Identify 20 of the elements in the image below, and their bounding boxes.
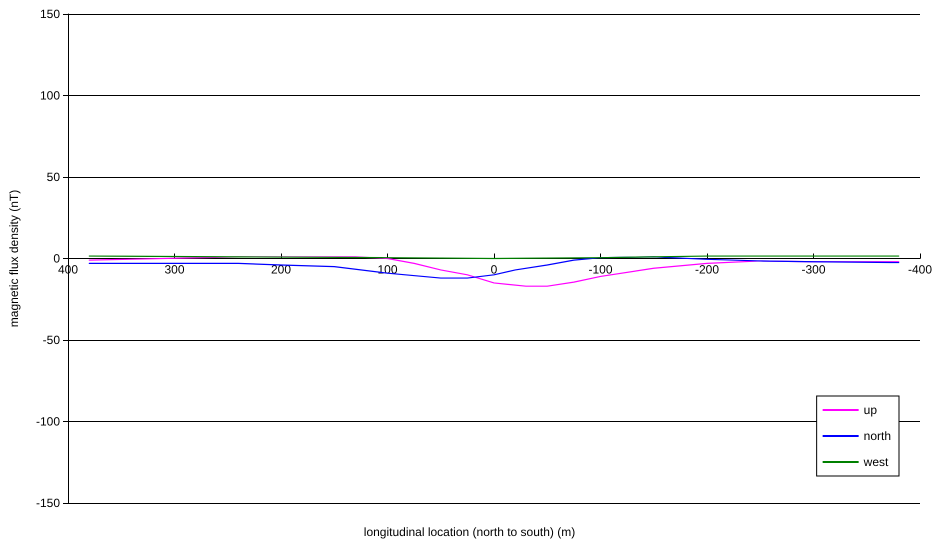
x-tick-label: -100 — [588, 262, 613, 276]
line-series — [88, 256, 900, 279]
x-axis-title: longitudinal location (north to south) (m) — [364, 525, 576, 539]
y-tick-label: 150 — [40, 7, 60, 21]
y-axis-title: magnetic flux density (nT) — [7, 190, 21, 328]
x-tick-label: -400 — [908, 262, 932, 276]
y-tick-label: 50 — [46, 170, 60, 184]
y-tick-label: 0 — [53, 252, 60, 266]
x-tick-label: 300 — [164, 262, 185, 276]
y-tick-label: -50 — [42, 333, 60, 347]
x-tick-label: 200 — [270, 262, 292, 276]
y-tick-label: -100 — [36, 414, 60, 428]
legend-label: west — [862, 455, 889, 469]
legend-label: north — [864, 429, 892, 443]
y-tick-label: 100 — [40, 88, 60, 102]
x-tick-label: -300 — [801, 262, 826, 276]
y-tick-label: -150 — [36, 496, 60, 510]
x-tick-label: -200 — [694, 262, 720, 276]
legend-label: up — [864, 403, 878, 417]
x-tick-label: 0 — [490, 262, 498, 276]
